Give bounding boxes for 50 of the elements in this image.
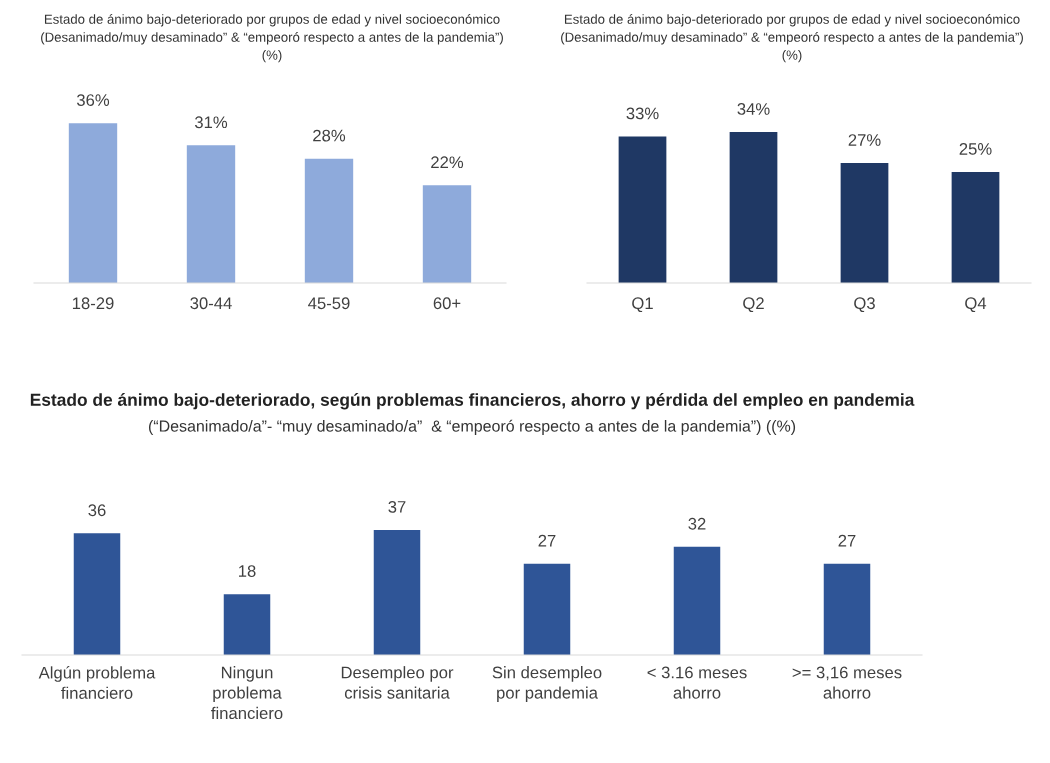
text: (%) <box>782 50 802 63</box>
x-tick-label: 60+ <box>433 297 461 310</box>
bar <box>186 145 236 283</box>
bar <box>73 533 121 655</box>
chart-subtitle: (Desanimado/muy desaminado” & “empeoró respecto a antes de la pandemia”) <box>561 32 1023 45</box>
x-tick-label: < 3.16 meses ahorro <box>647 666 747 699</box>
x-tick-label: Desempleo por crisis sanitaria <box>341 666 454 699</box>
chart-title: Estado de ánimo bajo-deteriorado, según problemas financieros, ahorro y pérdida del empleo en pandemia <box>30 393 915 410</box>
x-tick-label: Q1 <box>632 297 653 313</box>
data-label: 28% <box>313 129 346 142</box>
data-label: 36 <box>88 504 106 517</box>
chart-subtitle: (Desanimado/muy desaminado” & “empeoró respecto a antes de la pandemia”) <box>41 32 503 45</box>
data-label: 31% <box>194 116 228 129</box>
x-tick-label: >= 3,16 meses ahorro <box>792 666 902 699</box>
bar <box>823 563 871 655</box>
data-label: 37 <box>388 500 406 513</box>
x-tick-label: Q4 <box>965 297 987 313</box>
bar <box>223 594 271 655</box>
x-tick-label: Ningun problema financiero <box>211 666 283 720</box>
x-tick-label: Sin desempleo por pandemia <box>492 666 602 703</box>
data-label: 33% <box>626 107 659 120</box>
bar <box>373 529 421 655</box>
bar <box>951 172 1000 283</box>
bar <box>673 546 721 655</box>
bar <box>618 136 667 283</box>
bar <box>729 132 778 283</box>
data-label: 18 <box>239 565 256 577</box>
data-label: 25% <box>959 143 992 155</box>
chart-title: Estado de ánimo bajo-deteriorado por grupos de edad y nivel socioeconómico <box>44 14 500 27</box>
bar <box>68 123 118 283</box>
chart-title: Estado de ánimo bajo-deteriorado por grupos de edad y nivel socioeconómico <box>564 14 1020 27</box>
data-label: 32 <box>688 517 706 530</box>
data-label: 27 <box>838 534 856 547</box>
x-tick-label: 30-44 <box>190 297 232 310</box>
data-label: 34% <box>737 103 770 115</box>
x-tick-label: 18-29 <box>72 297 114 310</box>
bar <box>840 163 889 283</box>
bar <box>304 158 354 283</box>
data-label: 27 <box>538 534 556 547</box>
bar <box>523 563 571 655</box>
data-label: 27% <box>848 134 881 146</box>
bar <box>422 185 472 283</box>
data-label: 36% <box>76 94 110 106</box>
chart-subtitle: (“Desanimado/a”- “muy desaminado/a” & “empeoró respecto a antes de la pandemia”) ((%) <box>148 419 796 435</box>
x-tick-label: 45-59 <box>308 297 350 310</box>
x-tick-label: Q3 <box>854 297 875 313</box>
x-tick-label: Algún problema financiero <box>38 666 156 699</box>
x-tick-label: Q2 <box>743 297 764 313</box>
text: (%) <box>262 50 282 63</box>
data-label: 22% <box>431 156 464 169</box>
